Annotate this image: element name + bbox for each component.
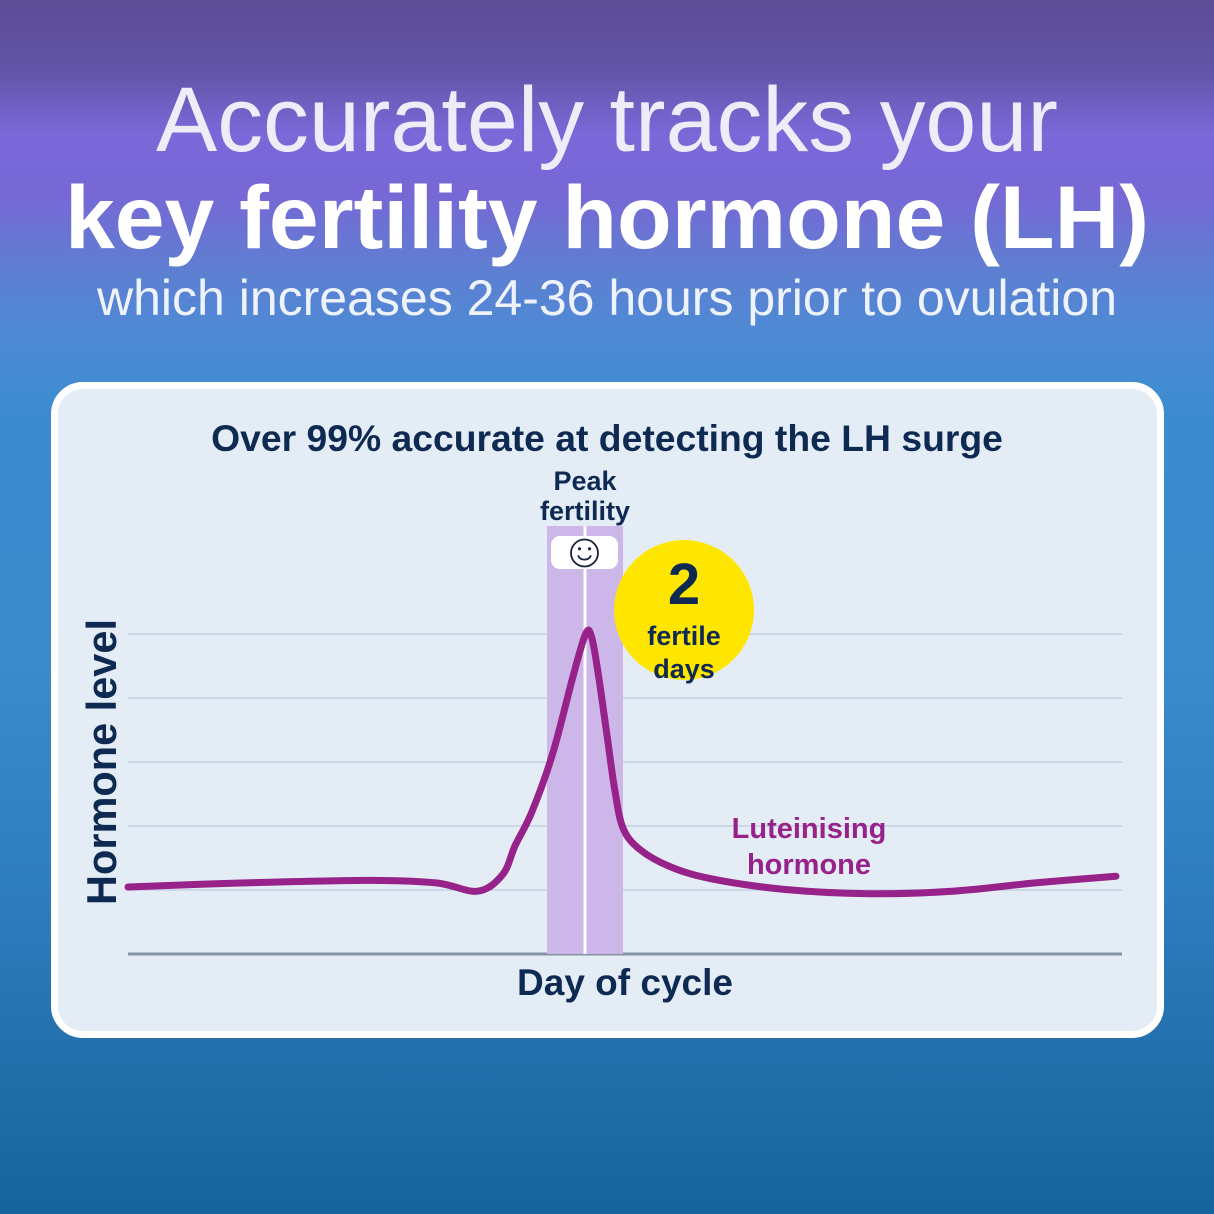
svg-text:2: 2: [668, 552, 700, 617]
svg-text:Day of cycle: Day of cycle: [517, 962, 733, 1003]
svg-text:fertile: fertile: [647, 621, 721, 651]
svg-text:Peak: Peak: [553, 466, 617, 496]
svg-text:fertility: fertility: [540, 496, 630, 526]
svg-text:hormone: hormone: [747, 849, 871, 881]
svg-text:days: days: [653, 654, 715, 684]
svg-text:Luteinising: Luteinising: [732, 813, 887, 845]
